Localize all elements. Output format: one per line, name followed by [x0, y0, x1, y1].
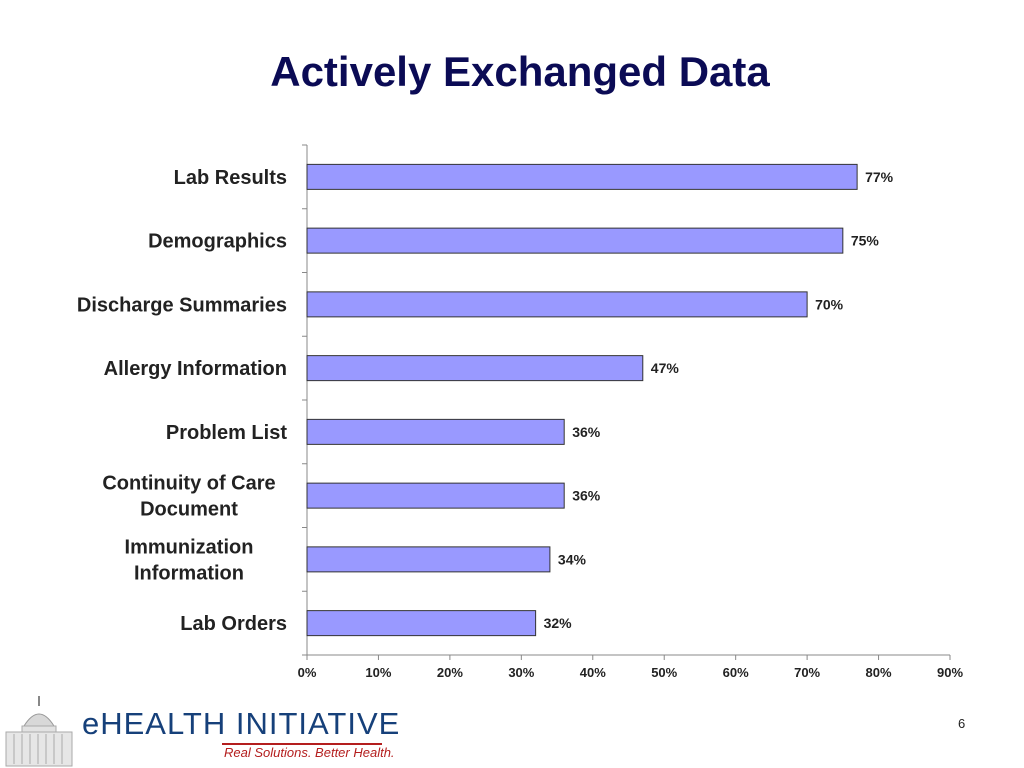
slide-title: Actively Exchanged Data: [270, 48, 770, 95]
bar: [306, 546, 551, 573]
bar: [306, 610, 537, 637]
bar-chart: 0% 10% 20% 30% 40% 50% 60% 70% 80% 90% 77% Lab Resu…: [77, 144, 963, 680]
category-label: Immunization: [125, 536, 254, 558]
x-tick-label: 0%: [298, 665, 317, 680]
x-tick-label: 90%: [937, 665, 963, 680]
category-label: Problem List: [166, 422, 287, 444]
category-label: Demographics: [148, 231, 287, 253]
data-label: 36%: [572, 424, 601, 440]
data-label: 47%: [651, 360, 680, 376]
x-tick-label: 60%: [723, 665, 749, 680]
x-tick-label: 80%: [866, 665, 892, 680]
category-label: Continuity of Care: [102, 473, 275, 495]
category-label: Lab Results: [174, 167, 287, 189]
bar: [306, 355, 644, 382]
x-tick-label: 30%: [508, 665, 534, 680]
category-label: Discharge Summaries: [77, 294, 287, 316]
logo-name: eHEALTH INITIATIVE: [82, 706, 401, 741]
bar: [306, 227, 844, 254]
x-tick-label: 20%: [437, 665, 463, 680]
page-number: 6: [958, 716, 966, 731]
ehealth-initiative-logo: eHEALTH INITIATIVE Real Solutions. Bette…: [0, 690, 400, 768]
logo-divider: [222, 743, 382, 745]
bar: [306, 291, 808, 318]
capitol-building-icon: [5, 696, 73, 767]
data-label: 36%: [572, 488, 601, 504]
data-label: 34%: [558, 551, 587, 567]
x-tick-label: 10%: [365, 665, 391, 680]
bar: [306, 163, 858, 190]
x-tick-label: 50%: [651, 665, 677, 680]
data-label: 75%: [851, 233, 880, 249]
category-label: Document: [140, 499, 238, 521]
category-label: Lab Orders: [180, 613, 287, 635]
data-label: 32%: [544, 615, 573, 631]
data-label: 70%: [815, 296, 844, 312]
bar: [306, 482, 565, 509]
category-label: Allergy Information: [104, 358, 287, 380]
logo-tagline: Real Solutions. Better Health.: [224, 745, 395, 760]
category-label: Information: [134, 562, 244, 584]
data-label: 77%: [865, 169, 894, 185]
x-tick-label: 40%: [580, 665, 606, 680]
x-tick-label: 70%: [794, 665, 820, 680]
bar: [306, 418, 565, 445]
